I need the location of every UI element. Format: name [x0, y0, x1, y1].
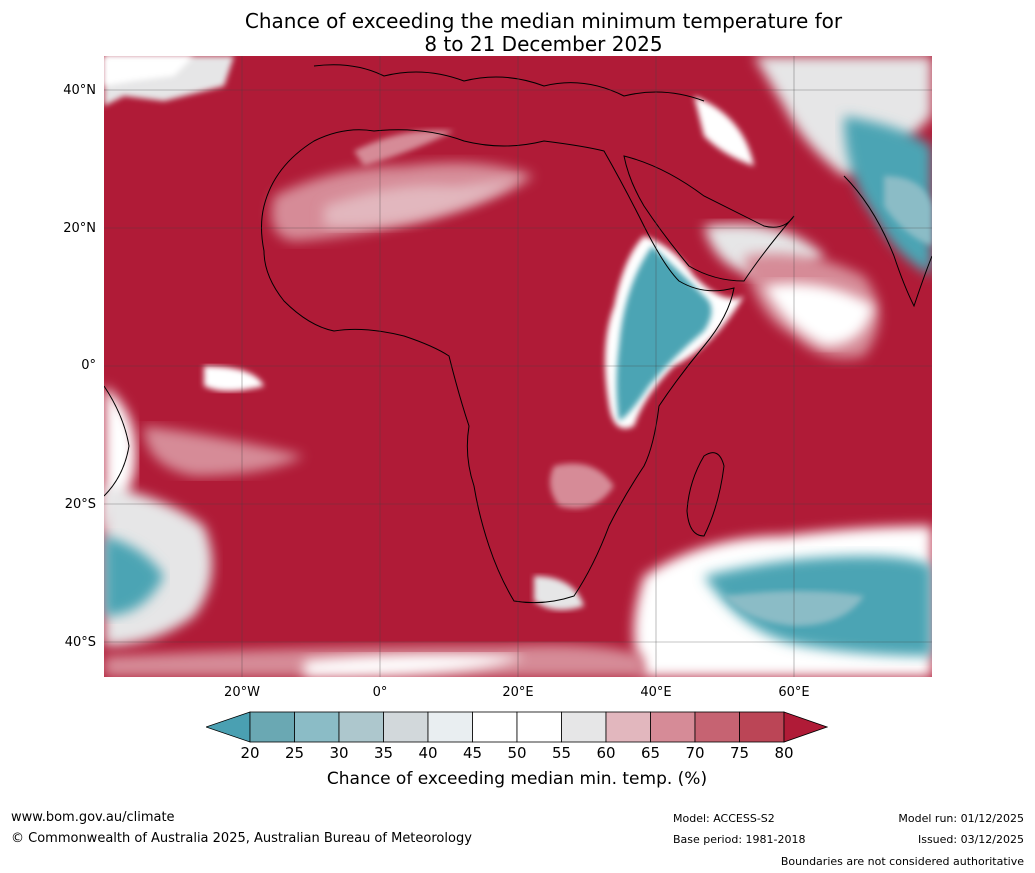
- lon-label-60e: 60°E: [778, 685, 810, 700]
- colorbar-tick-label: 55: [551, 744, 572, 762]
- colorbar-tick-label: 70: [685, 744, 705, 762]
- website-link[interactable]: www.bom.gov.au/climate: [11, 810, 175, 825]
- colorbar-cell: [739, 711, 785, 743]
- map-graphic: [104, 56, 932, 677]
- colorbar-cell: [294, 711, 340, 743]
- coastlines: [104, 64, 932, 604]
- lat-label-0: 0°: [81, 358, 96, 373]
- anomaly-regions: [104, 56, 932, 677]
- colorbar-cell: [605, 711, 651, 743]
- lat-label-20s: 20°S: [64, 497, 96, 512]
- colorbar-tick-label: 80: [774, 744, 794, 762]
- colorbar-cell: [561, 711, 607, 743]
- lon-label-40e: 40°E: [640, 685, 672, 700]
- model-text: Model: ACCESS-S2: [673, 812, 775, 825]
- map-title: Chance of exceeding the median minimum t…: [0, 10, 1035, 56]
- lon-label-0: 0°: [372, 685, 388, 700]
- lat-label-40n: 40°N: [63, 83, 96, 98]
- map-panel: [104, 56, 932, 677]
- colorbar-tick-label: 65: [640, 744, 661, 762]
- colorbar-cell: [650, 711, 696, 743]
- colorbar-tick-label: 40: [418, 744, 438, 762]
- colorbar-tick-label: 75: [729, 744, 750, 762]
- colorbar-cell: [694, 711, 740, 743]
- colorbar-cell: [516, 711, 562, 743]
- title-line-1: Chance of exceeding the median minimum t…: [244, 9, 843, 33]
- colorbar-extend-low: [206, 711, 251, 743]
- lon-label-20e: 20°E: [502, 685, 534, 700]
- colorbar-extend-high: [783, 711, 828, 743]
- issued-text: Issued: 03/12/2025: [917, 833, 1024, 846]
- colorbar-tick-label: 25: [284, 744, 305, 762]
- colorbar-cell: [249, 711, 295, 743]
- copyright-text: © Commonwealth of Australia 2025, Austra…: [11, 831, 472, 846]
- colorbar-tick-label: 45: [462, 744, 483, 762]
- colorbar-tick-label: 20: [240, 744, 260, 762]
- colorbar-cell: [427, 711, 473, 743]
- colorbar-cell: [472, 711, 518, 743]
- colorbar-tick-label: 30: [329, 744, 349, 762]
- colorbar-cell: [338, 711, 384, 743]
- graticule: [104, 56, 932, 677]
- colorbar: [206, 711, 828, 743]
- base-period-text: Base period: 1981-2018: [673, 833, 806, 846]
- lat-label-40s: 40°S: [64, 635, 96, 650]
- model-run-text: Model run: 01/12/2025: [898, 812, 1024, 825]
- title-line-2: 8 to 21 December 2025: [424, 32, 663, 56]
- colorbar-label: Chance of exceeding median min. temp. (%…: [326, 769, 708, 789]
- lon-label-20w: 20°W: [224, 685, 260, 700]
- disclaimer-text: Boundaries are not considered authoritat…: [780, 855, 1024, 868]
- colorbar-tick-label: 35: [373, 744, 394, 762]
- colorbar-tick-label: 60: [596, 744, 616, 762]
- colorbar-cell: [383, 711, 429, 743]
- colorbar-tick-label: 50: [507, 744, 527, 762]
- lat-label-20n: 20°N: [63, 221, 96, 236]
